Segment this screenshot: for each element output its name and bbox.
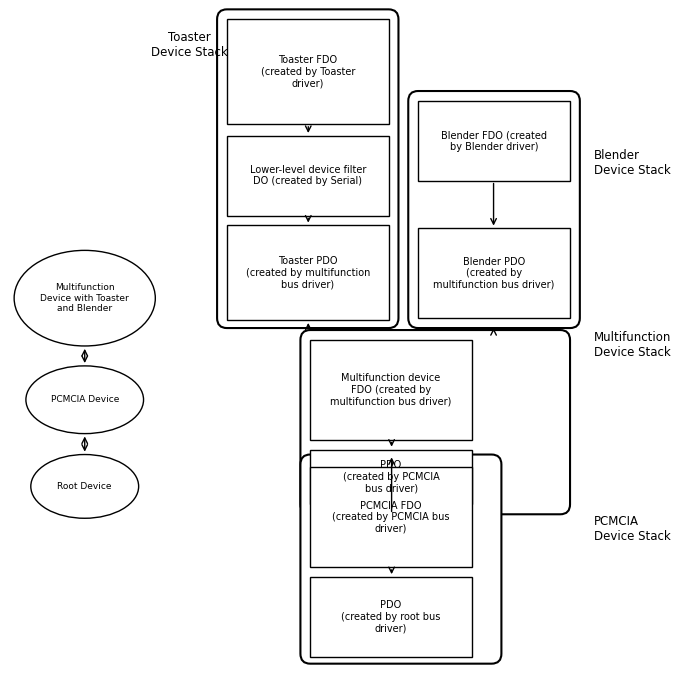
- Text: PDO
(created by PCMCIA
bus driver): PDO (created by PCMCIA bus driver): [343, 460, 440, 494]
- Text: PCMCIA Device: PCMCIA Device: [50, 395, 119, 404]
- Text: Toaster FDO
(created by Toaster
driver): Toaster FDO (created by Toaster driver): [261, 55, 355, 88]
- Text: PCMCIA
Device Stack: PCMCIA Device Stack: [593, 515, 670, 543]
- Text: Toaster
Device Stack: Toaster Device Stack: [151, 31, 228, 59]
- FancyBboxPatch shape: [227, 225, 388, 320]
- Ellipse shape: [26, 366, 144, 434]
- FancyBboxPatch shape: [227, 136, 388, 215]
- Ellipse shape: [31, 454, 139, 518]
- Text: Root Device: Root Device: [57, 482, 112, 491]
- FancyBboxPatch shape: [310, 340, 472, 439]
- FancyBboxPatch shape: [310, 577, 472, 657]
- Text: Toaster PDO
(created by multifunction
bus driver): Toaster PDO (created by multifunction bu…: [246, 256, 370, 289]
- FancyBboxPatch shape: [418, 101, 570, 181]
- FancyBboxPatch shape: [227, 19, 388, 124]
- Text: PDO
(created by root bus
driver): PDO (created by root bus driver): [342, 600, 441, 634]
- FancyBboxPatch shape: [300, 454, 502, 663]
- Text: Multifunction device
FDO (created by
multifunction bus driver): Multifunction device FDO (created by mul…: [331, 373, 452, 407]
- Ellipse shape: [14, 251, 155, 346]
- Text: Multifunction
Device Stack: Multifunction Device Stack: [593, 331, 671, 359]
- FancyBboxPatch shape: [217, 10, 398, 328]
- FancyBboxPatch shape: [418, 228, 570, 318]
- Text: Blender PDO
(created by
multifunction bus driver): Blender PDO (created by multifunction bu…: [433, 257, 555, 290]
- FancyBboxPatch shape: [300, 330, 570, 514]
- FancyBboxPatch shape: [310, 467, 472, 567]
- Text: Lower-level device filter
DO (created by Serial): Lower-level device filter DO (created by…: [250, 165, 366, 187]
- Text: Blender FDO (created
by Blender driver): Blender FDO (created by Blender driver): [441, 130, 547, 151]
- Text: Multifunction
Device with Toaster
and Blender: Multifunction Device with Toaster and Bl…: [40, 283, 129, 313]
- FancyBboxPatch shape: [310, 449, 472, 504]
- Text: PCMCIA FDO
(created by PCMCIA bus
driver): PCMCIA FDO (created by PCMCIA bus driver…: [333, 500, 450, 534]
- FancyBboxPatch shape: [408, 91, 580, 328]
- Text: Blender
Device Stack: Blender Device Stack: [593, 149, 670, 177]
